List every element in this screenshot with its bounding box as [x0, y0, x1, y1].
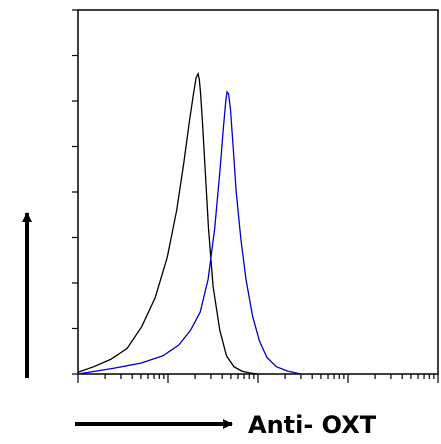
x-axis-label: Anti- OXT — [248, 411, 377, 439]
x-axis-ticks — [77, 374, 439, 383]
plot-frame — [77, 9, 439, 375]
y-axis-ticks — [72, 9, 78, 375]
anti-oxt-histogram-curve — [77, 90, 302, 375]
control-histogram-curve — [77, 71, 259, 375]
